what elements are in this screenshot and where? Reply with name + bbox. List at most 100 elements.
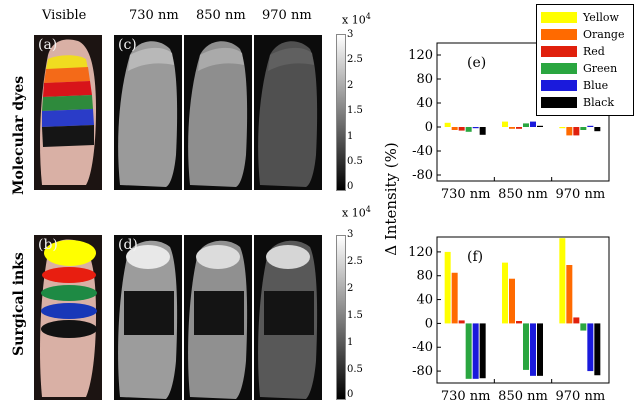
legend-swatch: [541, 96, 577, 108]
legend-label: Blue: [583, 78, 609, 92]
x-tick-label: 850 nm: [498, 389, 548, 403]
header-visible: Visible: [42, 8, 87, 23]
colorbar-tick: 1.5: [347, 105, 363, 116]
bar-black: [594, 323, 601, 376]
bar-chart-e: 120 80 40 0 -40 -80 730 nm 850 nm 970 nm (e): [408, 42, 610, 202]
bar-black: [537, 323, 543, 376]
bar-red: [573, 127, 580, 136]
bar-blue: [587, 323, 594, 372]
header-730nm: 730 nm: [129, 8, 179, 23]
x-tick-label: 730 nm: [441, 187, 491, 202]
bar-blue: [472, 127, 479, 129]
bar-green: [580, 127, 587, 130]
colorbar-tick: 0: [347, 389, 354, 400]
legend-label: Orange: [583, 27, 625, 41]
y-tick-label: 40: [416, 96, 433, 111]
panel-label-d: (d): [118, 237, 138, 253]
panel-label-b: (b): [38, 237, 58, 253]
row-label-surgical-inks: Surgical inks: [11, 252, 27, 356]
legend-item-green: Green: [541, 61, 617, 75]
bar-green: [523, 123, 529, 127]
y-tick-label: -40: [412, 144, 433, 159]
colorbar-tick: 1.5: [347, 310, 363, 321]
legend-label: Black: [583, 95, 614, 109]
y-tick-label: 0: [425, 316, 433, 331]
colorbar-multiplier-bottom: x 104: [342, 205, 371, 220]
bar-red: [573, 317, 580, 324]
y-tick-label: -80: [412, 168, 433, 183]
panel-label-a: (a): [38, 37, 58, 53]
y-tick-label: -80: [412, 364, 433, 379]
y-tick-label: 40: [416, 293, 433, 308]
colorbar-tick: 0.5: [347, 364, 363, 375]
y-tick-label: -40: [412, 340, 433, 355]
colorbar-multiplier-base: x 10: [342, 13, 366, 27]
x-tick-label: 970 nm: [556, 187, 606, 202]
colorbar-tick: 2: [347, 283, 354, 294]
bar-green: [465, 127, 472, 132]
bar-orange: [509, 278, 515, 324]
colorbar-tick: 1: [347, 131, 354, 142]
row-label-molecular-dyes: Molecular dyes: [11, 75, 27, 195]
colorbar-tick: 0: [347, 181, 354, 192]
panel-label-c: (c): [118, 37, 137, 53]
nir-image-850nm-inks: [184, 235, 252, 400]
legend-item-orange: Orange: [541, 27, 624, 41]
bar-blue: [530, 121, 536, 127]
nir-image-970nm-inks: [254, 235, 322, 400]
panel-label-f: (f): [467, 249, 483, 265]
nir-image-970nm-dyes: [254, 35, 322, 190]
bar-black: [594, 127, 601, 132]
legend-item-yellow: Yellow: [541, 10, 619, 24]
bar-yellow: [444, 122, 451, 127]
bar-orange: [566, 265, 573, 324]
header-850nm: 850 nm: [196, 8, 246, 23]
colorbar-top: [336, 34, 346, 191]
bar-blue: [472, 323, 479, 379]
colorbar-multiplier-exp: 4: [365, 12, 371, 21]
colorbar-tick: 2.5: [347, 256, 363, 267]
legend: Yellow Orange Red Green Blue Black: [536, 4, 634, 116]
colorbar-tick: 3: [347, 229, 354, 240]
nir-image-730nm-dyes: [114, 35, 182, 190]
legend-swatch: [541, 11, 577, 23]
y-tick-label: 80: [416, 269, 433, 284]
bar-orange: [451, 272, 458, 324]
bar-orange: [451, 127, 458, 130]
photo-surgical-inks: [34, 235, 102, 400]
colorbar-bottom: [336, 235, 346, 400]
legend-item-black: Black: [541, 95, 614, 109]
bar-red: [516, 127, 522, 129]
bar-red: [458, 127, 465, 131]
photo-molecular-dyes: [34, 35, 102, 190]
bar-yellow: [444, 251, 451, 324]
y-tick-label: 0: [425, 120, 433, 135]
bar-blue: [587, 125, 594, 127]
colorbar-tick: 3: [347, 29, 354, 40]
colorbar-tick: 1: [347, 337, 354, 348]
y-tick-label: 80: [416, 72, 433, 87]
bar-red: [458, 320, 465, 324]
bar-red: [516, 321, 522, 324]
bar-yellow: [559, 238, 566, 324]
legend-swatch: [541, 79, 577, 91]
bar-yellow: [502, 262, 508, 324]
bar-orange: [509, 127, 515, 129]
legend-item-blue: Blue: [541, 78, 608, 92]
bar-black: [479, 127, 486, 135]
nir-image-850nm-dyes: [184, 35, 252, 190]
bar-green: [465, 323, 472, 379]
bar-black: [537, 125, 543, 127]
header-970nm: 970 nm: [262, 8, 312, 23]
y-tick-label: 120: [408, 48, 433, 63]
legend-swatch: [541, 45, 577, 57]
colorbar-tick: 2.5: [347, 54, 363, 65]
x-tick-label: 730 nm: [441, 389, 491, 403]
legend-label: Green: [583, 61, 618, 75]
legend-swatch: [541, 28, 577, 40]
x-tick-label: 850 nm: [498, 187, 548, 202]
plot-frame: [436, 236, 610, 384]
bar-chart-f: 120 80 40 0 -40 -80 730 nm 850 nm 970 nm (f): [408, 236, 610, 403]
colorbar-multiplier-exp: 4: [365, 205, 371, 214]
legend-swatch: [541, 62, 577, 74]
